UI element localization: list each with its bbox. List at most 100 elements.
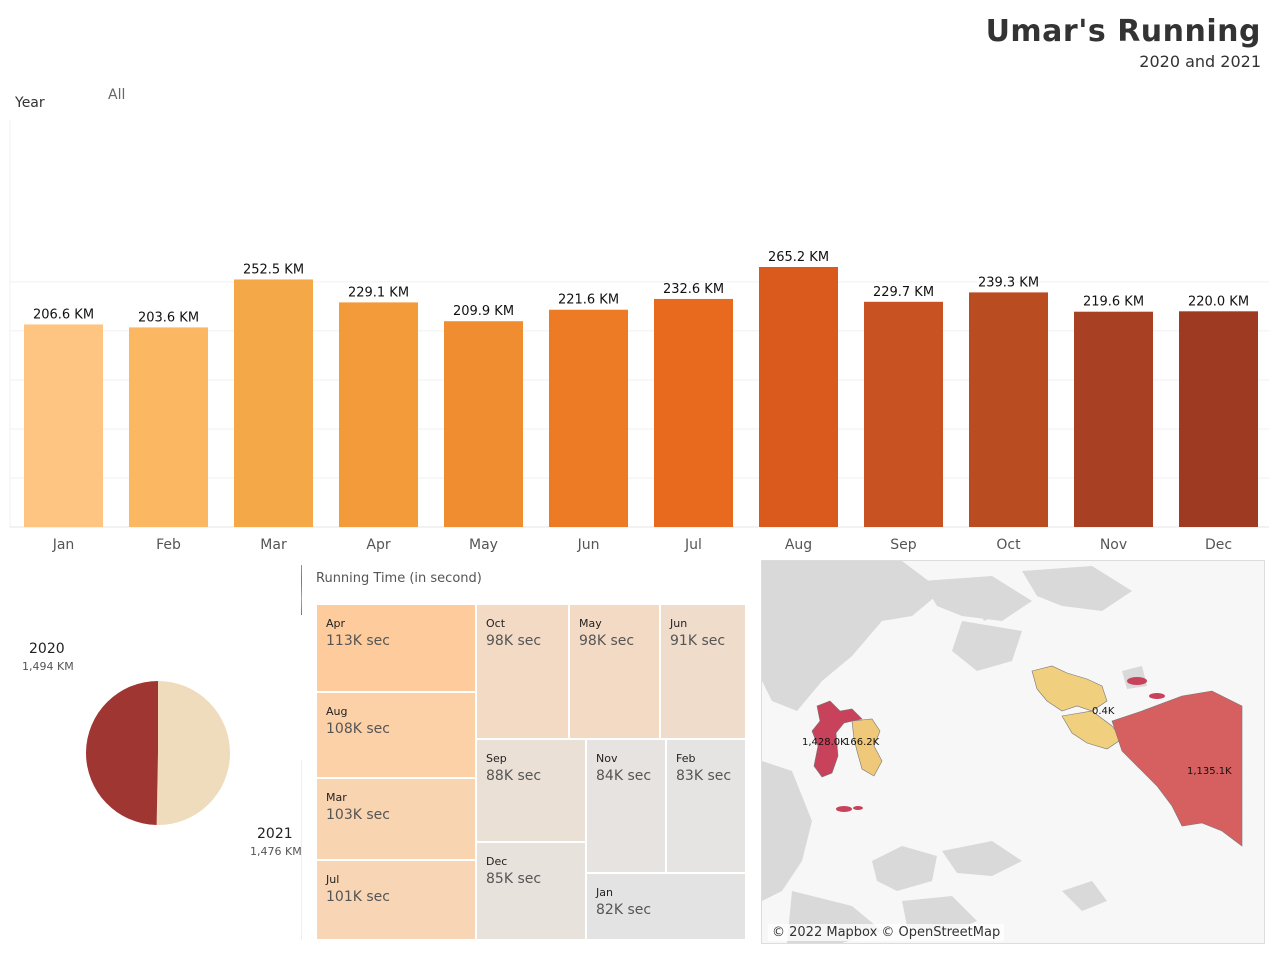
- bar-oct[interactable]: [969, 292, 1048, 527]
- monthly-distance-bar-chart: 206.6 KM Jan 203.6 KM Feb 252.5 KM Mar 229.1 K…: [9, 120, 1269, 553]
- region-papua-west[interactable]: [1031, 665, 1108, 712]
- treemap-month-label: Oct: [486, 617, 506, 630]
- year-filter-label: Year: [15, 95, 45, 111]
- bar-jul[interactable]: [654, 298, 733, 527]
- region-papua[interactable]: [1111, 690, 1243, 847]
- treemap-month-label: Apr: [326, 617, 346, 630]
- treemap-value-label: 91K sec: [670, 633, 726, 649]
- pie-value-2021: 1,476 KM: [250, 845, 302, 858]
- island-cluster: [836, 677, 1165, 812]
- pie-slice-2020[interactable]: [156, 681, 231, 825]
- treemap-cell-jun[interactable]: Jun 91K sec: [660, 604, 746, 739]
- treemap-cell-jul[interactable]: Jul 101K sec: [316, 860, 476, 940]
- bar-value-label: 206.6 KM: [33, 307, 94, 322]
- treemap-value-label: 83K sec: [676, 768, 732, 784]
- treemap-value-label: 88K sec: [486, 768, 542, 784]
- treemap-cell-aug[interactable]: Aug 108K sec: [316, 692, 476, 778]
- map-canvas: 1,428.0K 166.2K 0.4K 1,135.1K: [762, 561, 1243, 943]
- treemap-title: Running Time (in second): [316, 571, 482, 586]
- x-tick-label: Jan: [52, 537, 75, 553]
- map-label-papua: 1,135.1K: [1187, 766, 1232, 777]
- dashboard-title: Umar's Running: [985, 14, 1261, 49]
- treemap-cell-jan[interactable]: Jan 82K sec: [586, 873, 746, 940]
- bar-feb[interactable]: [129, 327, 208, 527]
- bar-value-label: 265.2 KM: [768, 250, 829, 265]
- x-tick-label: Jun: [577, 537, 600, 553]
- treemap-month-label: Aug: [326, 705, 348, 718]
- treemap-value-label: 98K sec: [486, 633, 542, 649]
- x-tick-label: May: [469, 537, 498, 553]
- pie-slice-2021[interactable]: [86, 681, 158, 825]
- treemap-value-label: 84K sec: [596, 768, 652, 784]
- treemap-month-label: Nov: [596, 752, 618, 765]
- bar-value-label: 229.1 KM: [348, 285, 409, 300]
- treemap-cell-oct[interactable]: Oct 98K sec: [476, 604, 569, 739]
- treemap-value-label: 108K sec: [326, 721, 390, 737]
- map-label-papua-west: 0.4K: [1092, 706, 1115, 717]
- running-time-treemap: Apr 113K sec Aug 108K sec Mar 103K sec Jul 101K…: [316, 604, 746, 940]
- bar-value-label: 239.3 KM: [978, 275, 1039, 290]
- panel-divider: [301, 760, 302, 940]
- treemap-cell-sep[interactable]: Sep 88K sec: [476, 739, 586, 842]
- bar-apr[interactable]: [339, 302, 418, 527]
- region-sulawesi-west[interactable]: [811, 700, 863, 778]
- treemap-month-label: May: [579, 617, 602, 630]
- treemap-cell-apr[interactable]: Apr 113K sec: [316, 604, 476, 692]
- treemap-value-label: 103K sec: [326, 807, 390, 823]
- treemap-cell-may[interactable]: May 98K sec: [569, 604, 660, 739]
- region-sulawesi-southeast[interactable]: [851, 718, 883, 777]
- background-landmass: [762, 561, 1147, 943]
- bar-mar[interactable]: [234, 279, 313, 527]
- treemap-month-label: Jul: [326, 873, 340, 886]
- pie-value-2020: 1,494 KM: [22, 660, 74, 673]
- map-attribution[interactable]: © 2022 Mapbox © OpenStreetMap: [768, 924, 1005, 941]
- x-tick-label: Sep: [890, 537, 917, 553]
- bar-may[interactable]: [444, 321, 523, 527]
- map-label-southeast: 166.2K: [844, 737, 880, 748]
- treemap-month-label: Mar: [326, 791, 347, 804]
- treemap-month-label: Dec: [486, 855, 508, 868]
- x-tick-label: Jul: [684, 537, 702, 553]
- treemap-month-label: Sep: [486, 752, 507, 765]
- bar-value-label: 232.6 KM: [663, 282, 724, 297]
- treemap-cell-dec[interactable]: Dec 85K sec: [476, 842, 586, 940]
- x-tick-label: Feb: [156, 537, 181, 553]
- treemap-cell-feb[interactable]: Feb 83K sec: [666, 739, 746, 873]
- treemap-value-label: 101K sec: [326, 889, 390, 905]
- treemap-value-label: 113K sec: [326, 633, 390, 649]
- year-filter-dropdown[interactable]: All: [108, 87, 126, 103]
- x-tick-label: Oct: [996, 537, 1021, 553]
- x-tick-label: Dec: [1205, 537, 1232, 553]
- region-papua-west-south[interactable]: [1061, 710, 1123, 750]
- dashboard-subtitle: 2020 and 2021: [1139, 52, 1261, 71]
- x-tick-label: Nov: [1100, 537, 1127, 553]
- bar-jan[interactable]: [24, 324, 103, 527]
- x-tick-label: Apr: [366, 537, 390, 553]
- yearly-distance-pie-chart: [86, 681, 231, 825]
- map-label-west: 1,428.0K: [802, 737, 847, 748]
- x-tick-label: Mar: [260, 537, 287, 553]
- pie-label-2021: 2021: [257, 826, 293, 842]
- bar-dec[interactable]: [1179, 311, 1258, 527]
- treemap-cell-nov[interactable]: Nov 84K sec: [586, 739, 666, 873]
- bar-jun[interactable]: [549, 309, 628, 527]
- bar-value-label: 209.9 KM: [453, 304, 514, 319]
- pie-label-2020: 2020: [29, 641, 65, 657]
- region-map[interactable]: 1,428.0K 166.2K 0.4K 1,135.1K © 2022 Map…: [761, 560, 1265, 944]
- bar-value-label: 252.5 KM: [243, 262, 304, 277]
- bar-nov[interactable]: [1074, 311, 1153, 527]
- bar-value-label: 219.6 KM: [1083, 295, 1144, 310]
- treemap-value-label: 82K sec: [596, 902, 652, 918]
- treemap-month-label: Jan: [596, 886, 613, 899]
- x-tick-label: Aug: [785, 537, 812, 553]
- treemap-month-label: Jun: [670, 617, 688, 630]
- bar-sep[interactable]: [864, 301, 943, 527]
- treemap-month-label: Feb: [676, 752, 696, 765]
- bar-aug[interactable]: [759, 267, 838, 527]
- bar-value-label: 203.6 KM: [138, 310, 199, 325]
- treemap-cell-mar[interactable]: Mar 103K sec: [316, 778, 476, 860]
- legend-divider: [301, 565, 302, 615]
- treemap-value-label: 85K sec: [486, 871, 542, 887]
- treemap-value-label: 98K sec: [579, 633, 635, 649]
- bar-value-label: 220.0 KM: [1188, 294, 1249, 309]
